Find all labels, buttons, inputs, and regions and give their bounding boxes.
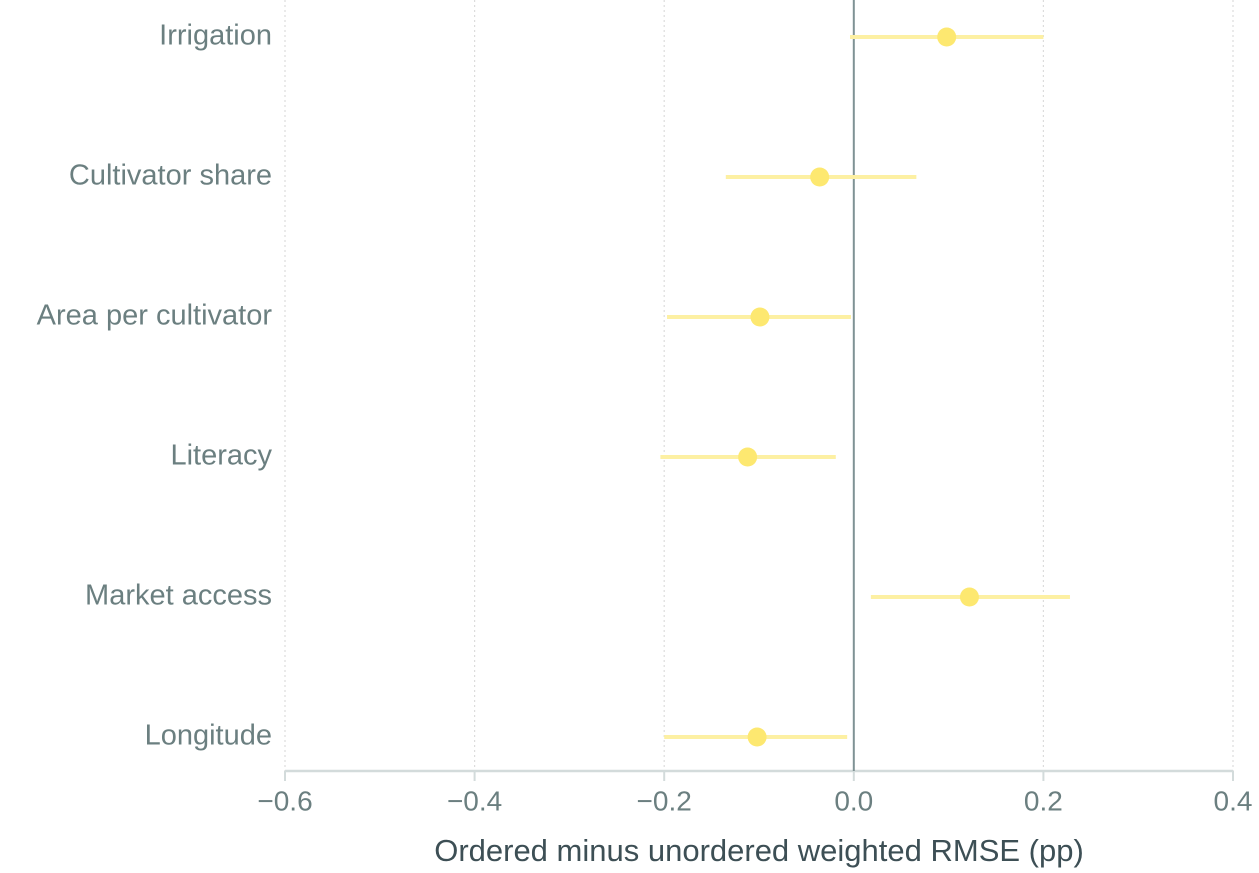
y-tick-label: Market access xyxy=(85,580,272,612)
x-tick-label: −0.4 xyxy=(447,785,502,816)
y-tick-label: Cultivator share xyxy=(69,160,272,192)
point xyxy=(810,167,830,187)
x-tick-label: −0.2 xyxy=(637,785,692,816)
y-tick-label: Literacy xyxy=(170,440,272,472)
x-tick-label: −0.6 xyxy=(257,785,312,816)
y-tick-label: Longitude xyxy=(145,720,272,752)
point xyxy=(747,727,767,747)
x-tick-label: 0.4 xyxy=(1214,785,1253,816)
y-tick-label: Area per cultivator xyxy=(37,300,273,332)
point xyxy=(750,307,770,327)
point xyxy=(738,447,758,467)
point xyxy=(937,27,957,47)
x-tick-label: 0.0 xyxy=(834,785,873,816)
y-tick-label: Irrigation xyxy=(159,20,272,52)
x-axis-label: Ordered minus unordered weighted RMSE (p… xyxy=(434,833,1084,868)
point xyxy=(959,587,979,607)
x-tick-label: 0.2 xyxy=(1024,785,1063,816)
